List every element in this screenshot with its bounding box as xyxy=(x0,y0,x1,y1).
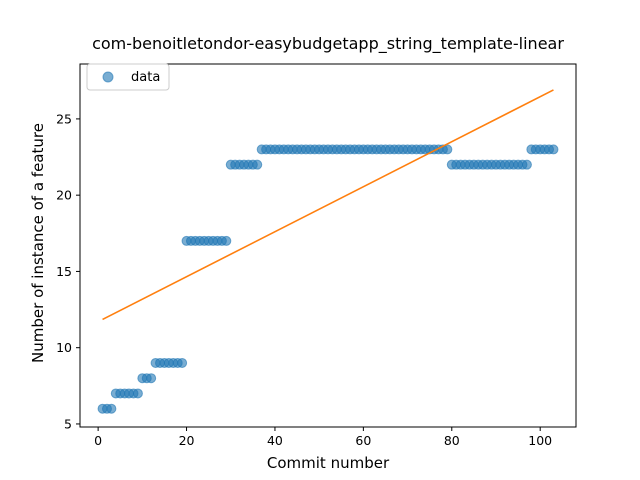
fit-line-layer xyxy=(102,89,554,321)
x-tick-label: 60 xyxy=(355,433,371,448)
y-axis-ticks: 5 10 15 20 25 xyxy=(56,111,80,431)
data-point xyxy=(252,159,263,170)
x-tick-label: 20 xyxy=(179,433,195,448)
y-axis-label: Number of instance of a feature xyxy=(29,123,47,363)
chart-title: com-benoitletondor-easybudgetapp_string_… xyxy=(92,34,564,54)
y-tick-label: 15 xyxy=(56,264,72,279)
axes-frame xyxy=(79,63,577,428)
data-point xyxy=(146,373,157,384)
data-point xyxy=(442,144,453,155)
legend-label: data xyxy=(131,70,160,85)
x-axis-label: Commit number xyxy=(267,454,390,472)
x-axis-ticks: 0 20 40 60 80 100 xyxy=(94,427,552,448)
legend: data xyxy=(86,63,170,91)
x-tick-label: 80 xyxy=(444,433,460,448)
data-point xyxy=(132,388,143,399)
data-layer xyxy=(97,144,559,414)
data-point xyxy=(106,403,117,414)
data-point xyxy=(548,144,559,155)
linear-fit-line xyxy=(102,89,554,321)
data-point xyxy=(177,357,188,368)
x-tick-label: 0 xyxy=(94,433,102,448)
y-tick-label: 5 xyxy=(64,416,72,431)
y-tick-label: 20 xyxy=(56,188,72,203)
x-tick-label: 40 xyxy=(267,433,283,448)
y-tick-label: 25 xyxy=(56,111,72,126)
legend-marker xyxy=(102,71,114,83)
data-point xyxy=(521,159,532,170)
x-tick-label: 100 xyxy=(528,433,552,448)
legend-box xyxy=(86,63,170,91)
data-point xyxy=(221,235,232,246)
plot-area: 0 20 40 60 80 100 5 10 15 20 25 xyxy=(56,63,577,448)
y-tick-label: 10 xyxy=(56,340,72,355)
